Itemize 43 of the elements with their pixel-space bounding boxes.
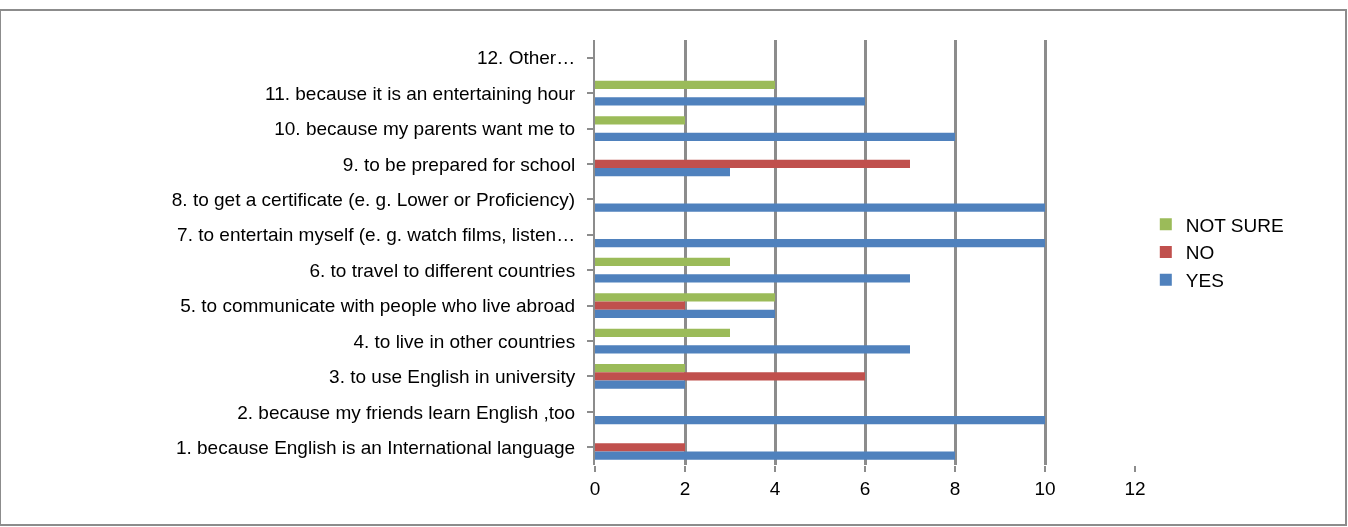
bar bbox=[595, 132, 955, 141]
bar bbox=[595, 301, 685, 310]
bar bbox=[595, 159, 910, 169]
bar bbox=[595, 372, 865, 381]
y-tick-label: 2. because my friends learn English ,too bbox=[237, 401, 576, 423]
bar bbox=[595, 416, 1045, 425]
bar bbox=[595, 293, 775, 302]
bar bbox=[595, 80, 775, 89]
bar bbox=[595, 380, 685, 389]
bar bbox=[595, 309, 775, 319]
bar bbox=[595, 328, 730, 337]
bar bbox=[595, 274, 910, 283]
bar bbox=[595, 97, 865, 106]
legend-label: YES bbox=[1185, 270, 1224, 292]
y-tick-label: 11. because it is an entertaining hour bbox=[265, 82, 576, 104]
bar bbox=[595, 345, 910, 354]
x-tick-label: 10 bbox=[1034, 477, 1056, 499]
y-tick-label: 4. to live in other countries bbox=[353, 330, 576, 352]
y-tick-label: 1. because English is an International language bbox=[175, 436, 576, 458]
y-tick-label: 9. to be prepared for school bbox=[342, 153, 576, 175]
bar bbox=[595, 168, 730, 177]
y-tick-label: 7. to entertain myself (e. g. watch films, listen… bbox=[177, 224, 576, 246]
legend-label: NOT SURE bbox=[1185, 214, 1284, 236]
x-tick-label: 6 bbox=[859, 477, 871, 499]
x-tick-label: 4 bbox=[769, 477, 781, 499]
x-tick-label: 8 bbox=[949, 477, 961, 499]
bar bbox=[595, 116, 685, 125]
y-tick-label: 8. to get a certificate (e. g. Lower or Proficiency) bbox=[171, 189, 576, 211]
bar bbox=[595, 257, 730, 267]
y-tick-label: 6. to travel to different countries bbox=[309, 259, 576, 281]
bar bbox=[595, 238, 1045, 248]
y-tick-label: 3. to use English in university bbox=[329, 366, 576, 388]
bar bbox=[595, 451, 955, 460]
x-tick-label: 0 bbox=[589, 477, 601, 499]
bar bbox=[595, 203, 1045, 212]
x-tick-label: 12 bbox=[1124, 477, 1146, 499]
x-tick-label: 2 bbox=[679, 477, 691, 499]
bar bbox=[595, 443, 685, 452]
legend-label: NO bbox=[1185, 242, 1215, 264]
y-tick-label: 5. to communicate with people who live abroad bbox=[180, 295, 576, 317]
bar bbox=[595, 364, 685, 373]
y-tick-label: 12. Other… bbox=[476, 47, 576, 69]
y-tick-label: 10. because my parents want me to bbox=[274, 118, 576, 140]
